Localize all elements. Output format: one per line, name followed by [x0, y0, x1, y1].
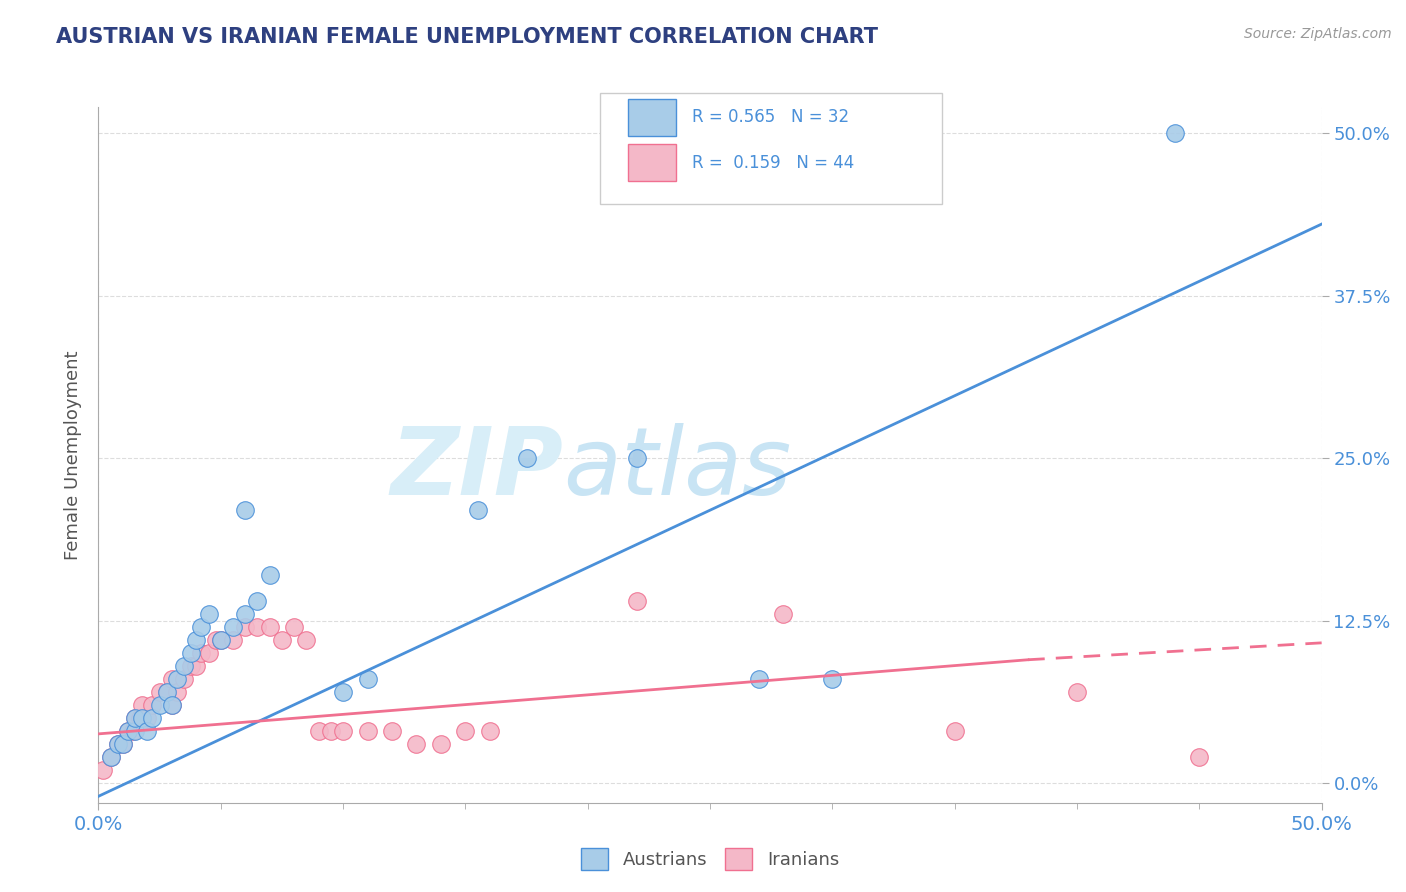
Point	[246, 594, 269, 608]
Point	[186, 633, 208, 648]
Point	[136, 711, 159, 725]
Point	[180, 646, 202, 660]
Point	[149, 698, 172, 713]
Point	[626, 451, 648, 466]
Point	[129, 711, 152, 725]
Point	[454, 724, 477, 739]
Point	[100, 750, 122, 764]
Point	[173, 659, 195, 673]
Point	[233, 503, 256, 517]
Point	[283, 620, 305, 634]
Point	[121, 724, 143, 739]
Point	[136, 724, 159, 739]
FancyBboxPatch shape	[628, 99, 676, 136]
Point	[131, 698, 153, 713]
Point	[124, 711, 146, 725]
Point	[270, 633, 294, 648]
Point	[332, 724, 354, 739]
Point	[772, 607, 794, 622]
Text: R =  0.159   N = 44: R = 0.159 N = 44	[692, 153, 853, 171]
Point	[295, 633, 318, 648]
Point	[748, 672, 770, 686]
Point	[100, 750, 122, 764]
Point	[186, 659, 208, 673]
Point	[190, 646, 212, 660]
Point	[107, 737, 129, 751]
Point	[381, 724, 404, 739]
Point	[91, 764, 114, 778]
Legend: Austrians, Iranians: Austrians, Iranians	[574, 841, 846, 877]
Point	[160, 672, 183, 686]
Point	[467, 503, 489, 517]
FancyBboxPatch shape	[600, 93, 942, 204]
Point	[356, 724, 378, 739]
Point	[209, 633, 232, 648]
Point	[166, 672, 188, 686]
Point	[308, 724, 330, 739]
Point	[111, 737, 134, 751]
Point	[1164, 126, 1187, 140]
Point	[332, 685, 354, 699]
Text: ZIP: ZIP	[391, 423, 564, 515]
Point	[160, 698, 183, 713]
Point	[356, 672, 378, 686]
Point	[124, 724, 146, 739]
Point	[233, 607, 256, 622]
Point	[259, 620, 281, 634]
Point	[943, 724, 966, 739]
Point	[205, 633, 228, 648]
Text: R = 0.565   N = 32: R = 0.565 N = 32	[692, 109, 849, 127]
Point	[166, 685, 188, 699]
Point	[1188, 750, 1211, 764]
Point	[319, 724, 342, 739]
Point	[156, 685, 179, 699]
Point	[233, 620, 256, 634]
Point	[197, 646, 219, 660]
Point	[141, 711, 163, 725]
Point	[160, 698, 183, 713]
Point	[515, 451, 537, 466]
Point	[117, 724, 139, 739]
Point	[1066, 685, 1088, 699]
Text: AUSTRIAN VS IRANIAN FEMALE UNEMPLOYMENT CORRELATION CHART: AUSTRIAN VS IRANIAN FEMALE UNEMPLOYMENT …	[56, 27, 879, 46]
Point	[222, 633, 245, 648]
Point	[222, 620, 245, 634]
FancyBboxPatch shape	[628, 144, 676, 181]
Text: atlas: atlas	[564, 424, 792, 515]
Point	[197, 607, 219, 622]
Point	[821, 672, 844, 686]
Point	[259, 568, 281, 582]
Y-axis label: Female Unemployment: Female Unemployment	[63, 351, 82, 559]
Point	[111, 737, 134, 751]
Point	[180, 659, 202, 673]
Point	[141, 698, 163, 713]
Point	[117, 724, 139, 739]
Point	[430, 737, 453, 751]
Point	[246, 620, 269, 634]
Point	[107, 737, 129, 751]
Point	[190, 620, 212, 634]
Point	[173, 672, 195, 686]
Point	[405, 737, 427, 751]
Point	[124, 711, 146, 725]
Point	[131, 711, 153, 725]
Point	[149, 685, 172, 699]
Point	[156, 685, 179, 699]
Point	[626, 594, 648, 608]
Point	[209, 633, 232, 648]
Text: Source: ZipAtlas.com: Source: ZipAtlas.com	[1244, 27, 1392, 41]
Point	[478, 724, 501, 739]
